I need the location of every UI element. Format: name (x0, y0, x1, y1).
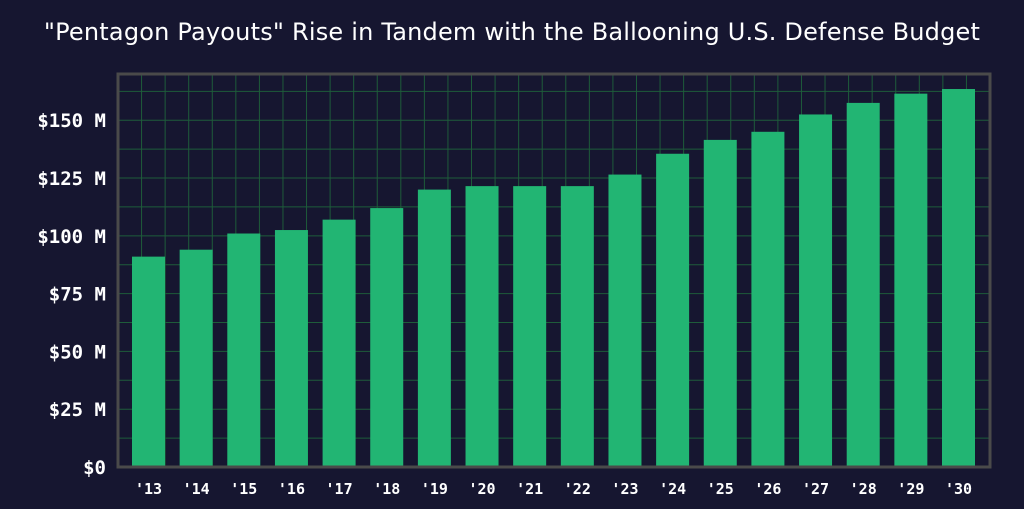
x-tick-label: '29 (897, 480, 924, 498)
y-tick-label: $125 M (37, 168, 106, 190)
x-tick-label: '25 (707, 480, 734, 498)
bar (942, 89, 975, 467)
bar (417, 189, 451, 467)
x-tick-label: '14 (183, 480, 210, 498)
x-tick-label: '20 (468, 480, 495, 498)
bar (227, 233, 261, 467)
bar (465, 186, 499, 467)
y-tick-label: $75 M (49, 284, 106, 306)
x-tick-label: '13 (135, 480, 162, 498)
x-tick-label: '15 (230, 480, 257, 498)
plot-background (118, 74, 990, 467)
bar (703, 139, 737, 467)
x-tick-label: '17 (326, 480, 353, 498)
bar (846, 102, 880, 467)
x-tick-label: '28 (850, 480, 877, 498)
x-tick-label: '24 (659, 480, 686, 498)
x-tick-label: '23 (611, 480, 638, 498)
y-axis-tick-labels: $0 $25 M $50 M $75 M $100 M $125 M $150 M (37, 110, 106, 479)
x-tick-label: '30 (945, 480, 972, 498)
bar (608, 174, 642, 467)
x-axis-tick-labels: '13 '14 '15 '16 '17 '18 '19 '20 '21 '22 '23 '24 '25 '… (135, 480, 972, 498)
y-tick-label: $0 (83, 457, 106, 479)
plot-border (116, 72, 992, 469)
bar (132, 256, 165, 467)
y-tick-label: $50 M (49, 341, 106, 363)
bars (132, 89, 975, 468)
chart-title: "Pentagon Payouts" Rise in Tandem with t… (43, 18, 981, 46)
y-tick-label: $25 M (49, 399, 106, 421)
bar (799, 114, 833, 468)
x-tick-label: '27 (802, 480, 829, 498)
plot-frame (116, 72, 992, 469)
x-tick-label: '19 (421, 480, 448, 498)
bar (894, 93, 928, 468)
bar (560, 186, 594, 467)
bar (513, 186, 547, 467)
y-tick-label: $100 M (37, 226, 106, 248)
bar (370, 208, 404, 468)
x-tick-label: '18 (373, 480, 400, 498)
bar (322, 219, 356, 467)
bar (656, 153, 690, 467)
x-tick-label: '26 (754, 480, 781, 498)
y-tick-label: $150 M (37, 110, 106, 132)
bar (751, 131, 785, 467)
x-tick-label: '16 (278, 480, 305, 498)
x-tick-label: '21 (516, 480, 543, 498)
bar (179, 249, 213, 467)
bar (274, 230, 308, 467)
x-tick-label: '22 (564, 480, 591, 498)
